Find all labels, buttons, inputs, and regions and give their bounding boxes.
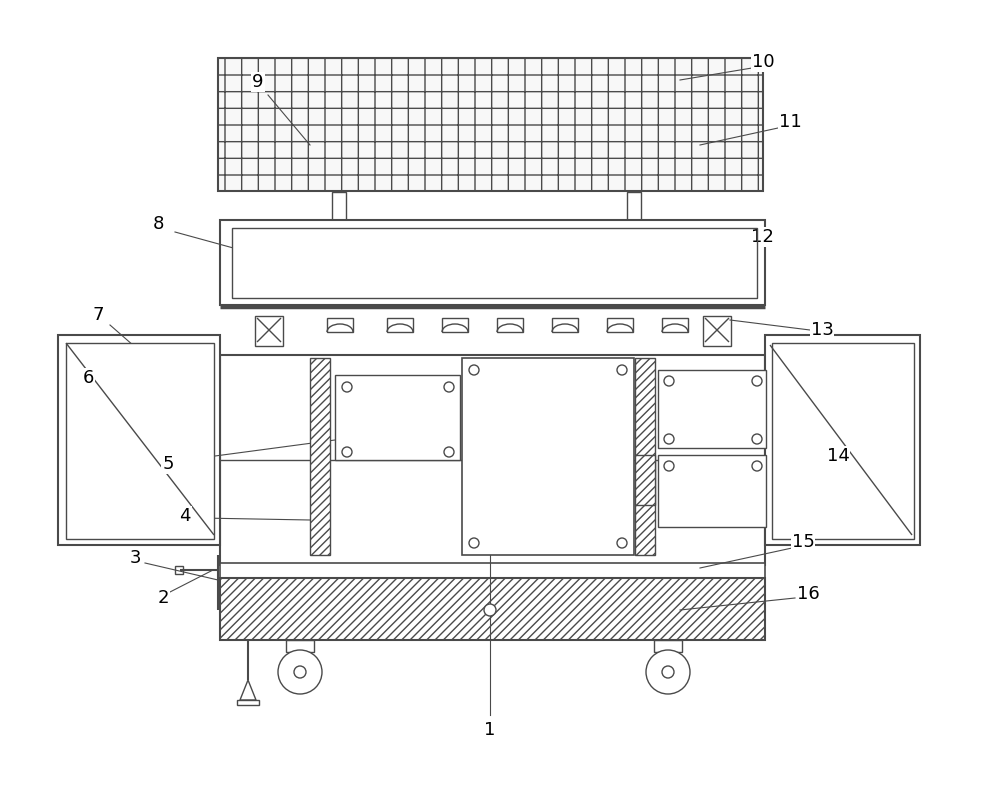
Circle shape <box>294 666 306 678</box>
Text: 15: 15 <box>792 533 814 551</box>
Circle shape <box>664 434 674 444</box>
Circle shape <box>752 434 762 444</box>
Circle shape <box>646 650 690 694</box>
Circle shape <box>664 461 674 471</box>
Circle shape <box>617 365 627 375</box>
Text: 1: 1 <box>484 721 496 739</box>
Circle shape <box>617 538 627 548</box>
Text: 5: 5 <box>162 455 174 473</box>
Circle shape <box>664 376 674 386</box>
Polygon shape <box>240 680 256 700</box>
Circle shape <box>752 461 762 471</box>
Bar <box>232 228 757 298</box>
Text: 2: 2 <box>157 589 169 607</box>
Bar <box>462 358 634 555</box>
Circle shape <box>469 365 479 375</box>
Circle shape <box>278 650 322 694</box>
Circle shape <box>444 447 454 457</box>
Bar <box>286 640 314 652</box>
Bar <box>442 318 468 332</box>
Bar <box>658 455 766 527</box>
Text: 16: 16 <box>797 585 819 603</box>
Polygon shape <box>237 700 259 705</box>
Bar <box>218 58 763 191</box>
Bar <box>703 316 731 346</box>
Bar <box>387 318 413 332</box>
Bar <box>255 316 283 346</box>
Bar <box>220 355 765 565</box>
Bar <box>220 578 765 640</box>
Bar <box>662 318 688 332</box>
Text: 3: 3 <box>129 549 141 567</box>
Circle shape <box>342 447 352 457</box>
Bar <box>218 58 763 191</box>
Circle shape <box>342 382 352 392</box>
Bar <box>772 343 914 539</box>
Text: 12: 12 <box>751 228 773 246</box>
Bar <box>175 566 183 574</box>
Bar <box>497 318 523 332</box>
Circle shape <box>444 382 454 392</box>
Bar <box>765 335 920 545</box>
Text: 6: 6 <box>82 369 94 387</box>
Text: 14: 14 <box>827 447 849 465</box>
Bar <box>220 578 765 640</box>
Bar <box>627 192 641 220</box>
Bar <box>232 228 757 298</box>
Text: 9: 9 <box>252 73 264 91</box>
Bar <box>335 375 460 460</box>
Circle shape <box>662 666 674 678</box>
Circle shape <box>752 376 762 386</box>
Circle shape <box>484 604 496 616</box>
Bar <box>658 370 766 448</box>
Bar <box>58 335 220 545</box>
Circle shape <box>469 538 479 548</box>
Bar <box>607 318 633 332</box>
Bar <box>220 220 765 305</box>
Bar <box>635 358 655 555</box>
Text: 10: 10 <box>752 53 774 71</box>
Bar <box>635 455 655 505</box>
Text: 11: 11 <box>779 113 801 131</box>
Bar <box>552 318 578 332</box>
Bar <box>654 640 682 652</box>
Text: 7: 7 <box>92 306 104 324</box>
Text: 8: 8 <box>152 215 164 233</box>
Text: 13: 13 <box>811 321 833 339</box>
Bar <box>66 343 214 539</box>
Bar <box>332 192 346 220</box>
Bar <box>310 358 330 555</box>
Text: 4: 4 <box>179 507 191 525</box>
Bar <box>220 563 765 578</box>
Bar <box>327 318 353 332</box>
